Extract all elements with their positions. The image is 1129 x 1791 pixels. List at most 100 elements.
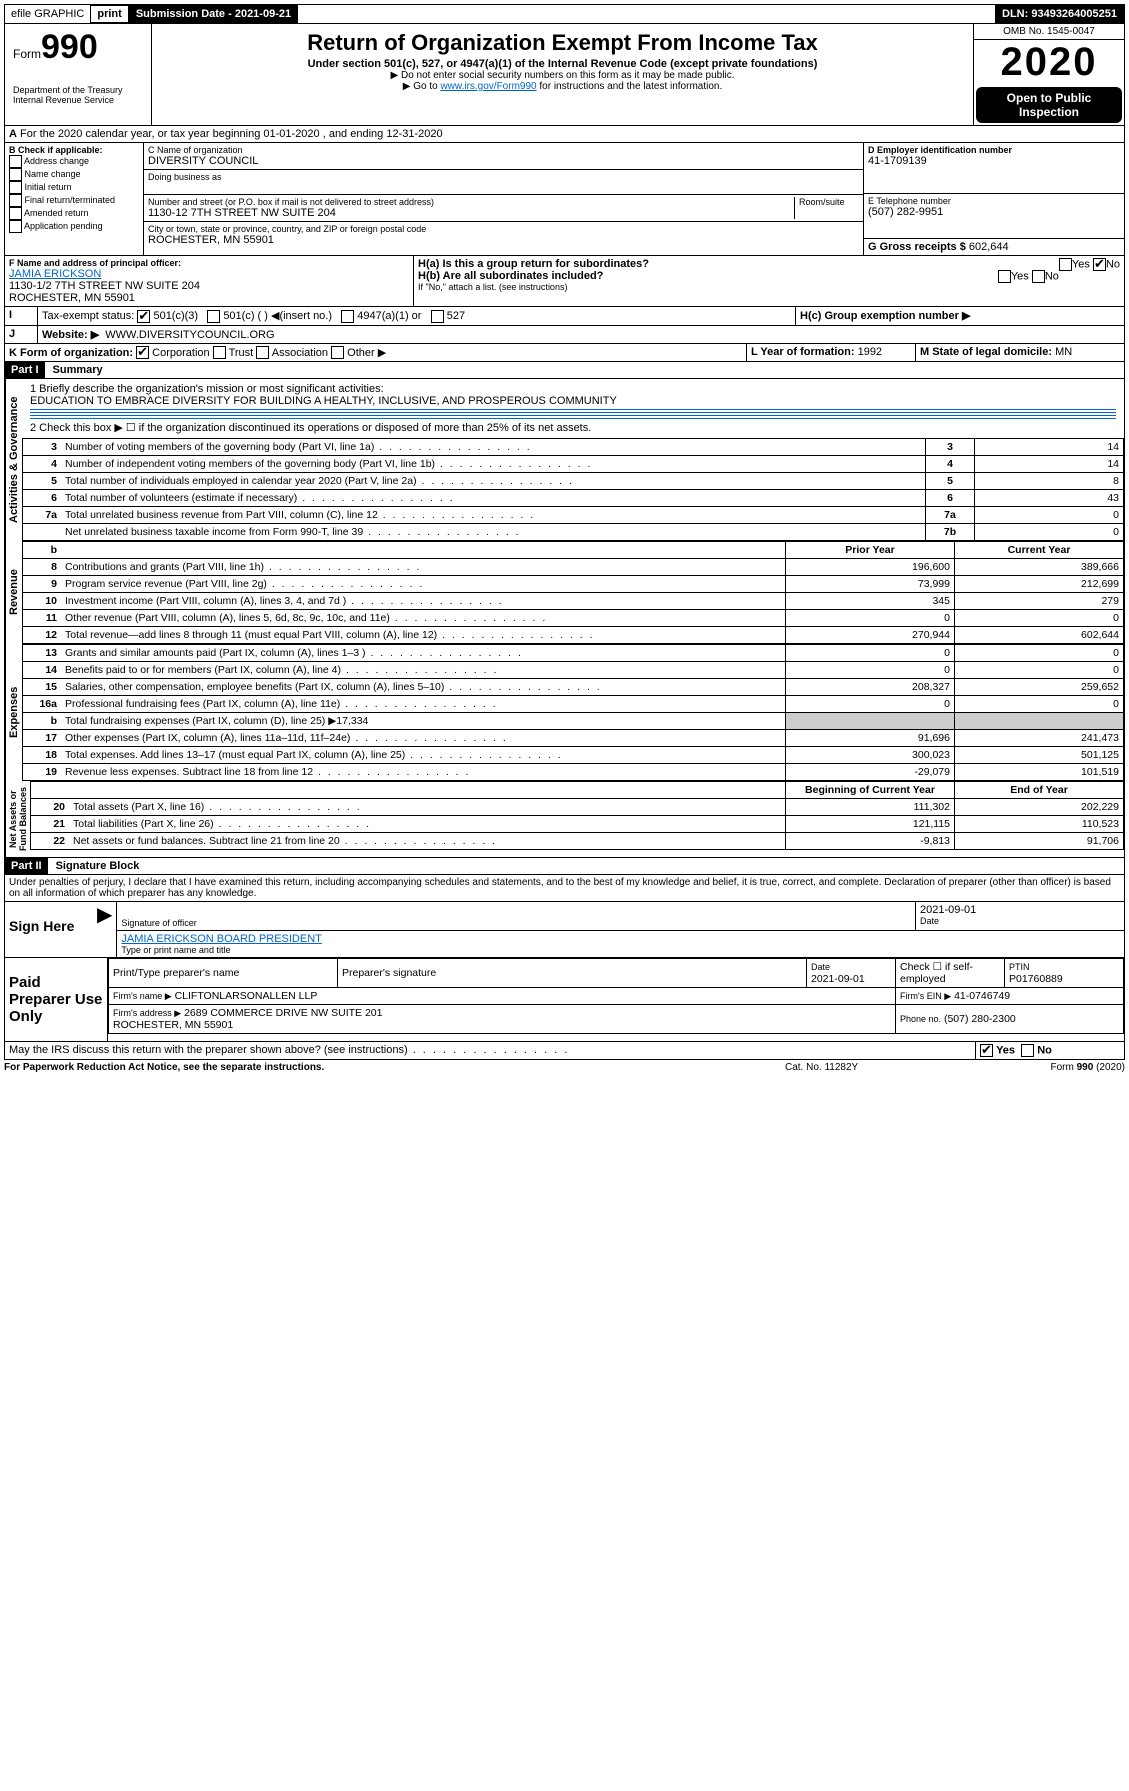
note-goto: ▶ Go to www.irs.gov/Form990 for instruct… bbox=[156, 81, 969, 92]
box-l-label: L Year of formation: bbox=[751, 346, 855, 358]
omb-number: OMB No. 1545-0047 bbox=[974, 24, 1124, 40]
chk-address-label: Address change bbox=[24, 156, 89, 166]
chk-name[interactable]: Name change bbox=[9, 168, 139, 181]
line-a-text: For the 2020 calendar year, or tax year … bbox=[20, 128, 443, 140]
chk-final-label: Final return/terminated bbox=[25, 195, 116, 205]
dba-label: Doing business as bbox=[148, 172, 859, 182]
chk-final[interactable]: Final return/terminated bbox=[9, 194, 139, 207]
discuss-yes: Yes bbox=[996, 1045, 1015, 1057]
irs-link[interactable]: www.irs.gov/Form990 bbox=[440, 81, 536, 92]
chk-pending[interactable]: Application pending bbox=[9, 220, 139, 233]
opt-501c: 501(c) ( ) ◀(insert no.) bbox=[223, 310, 332, 322]
entity-block: B Check if applicable: Address change Na… bbox=[4, 143, 1125, 256]
tax-year: 2020 bbox=[974, 40, 1124, 85]
hb-note: If "No," attach a list. (see instruction… bbox=[418, 282, 1120, 292]
chk-amended[interactable]: Amended return bbox=[9, 207, 139, 220]
box-f-label: F Name and address of principal officer: bbox=[9, 258, 181, 268]
city-label: City or town, state or province, country… bbox=[148, 224, 859, 234]
officer-print-name[interactable]: JAMIA ERICKSON BOARD PRESIDENT bbox=[121, 933, 1120, 945]
hb-yes: Yes bbox=[1011, 270, 1029, 282]
chk-address[interactable]: Address change bbox=[9, 155, 139, 168]
open-public: Open to Public Inspection bbox=[976, 87, 1122, 123]
arrow-icon: ▶ bbox=[93, 902, 116, 957]
form-subtitle: Under section 501(c), 527, or 4947(a)(1)… bbox=[156, 58, 969, 70]
vlabel-revenue: Revenue bbox=[5, 541, 22, 644]
print-button[interactable]: print bbox=[90, 5, 128, 23]
prep-sig-hdr: Preparer's signature bbox=[338, 959, 807, 988]
opt-corp: Corporation bbox=[152, 347, 209, 359]
chk-initial-label: Initial return bbox=[25, 182, 72, 192]
box-k: K Form of organization: Corporation Trus… bbox=[5, 344, 747, 362]
chk-501c3[interactable] bbox=[137, 310, 150, 323]
sign-here-label: Sign Here bbox=[5, 902, 93, 957]
opt-527: 527 bbox=[447, 310, 465, 322]
org-city: ROCHESTER, MN 55901 bbox=[148, 234, 859, 246]
ptin-hdr: PTIN bbox=[1009, 962, 1030, 972]
chk-name-label: Name change bbox=[25, 169, 81, 179]
part2-hdr: Part II bbox=[5, 858, 48, 874]
firm-name: CLIFTONLARSONALLEN LLP bbox=[175, 990, 318, 1002]
netassets-table: Beginning of Current YearEnd of Year20To… bbox=[30, 781, 1124, 850]
form-header: Form990 Department of the Treasury Inter… bbox=[4, 24, 1125, 126]
hb-label: H(b) Are all subordinates included? bbox=[418, 270, 603, 282]
q2-label: 2 Check this box ▶ ☐ if the organization… bbox=[30, 421, 1116, 434]
box-j-label: Website: ▶ bbox=[42, 329, 99, 341]
firm-addr-label: Firm's address ▶ bbox=[113, 1008, 181, 1018]
opt-trust: Trust bbox=[229, 347, 254, 359]
firm-phone: (507) 280-2300 bbox=[944, 1013, 1016, 1025]
addr-label: Number and street (or P.O. box if mail i… bbox=[148, 197, 794, 207]
box-g-label: G Gross receipts $ bbox=[868, 241, 966, 253]
tax-status-label: Tax-exempt status: bbox=[42, 310, 134, 322]
officer-name[interactable]: JAMIA ERICKSON bbox=[9, 268, 409, 280]
org-name: DIVERSITY COUNCIL bbox=[148, 155, 859, 167]
mission: EDUCATION TO EMBRACE DIVERSITY FOR BUILD… bbox=[30, 395, 1116, 407]
prep-date-hdr: Date bbox=[811, 962, 830, 972]
form-word: Form bbox=[13, 47, 41, 61]
ha-yes: Yes bbox=[1072, 258, 1090, 270]
ptin: P01760889 bbox=[1009, 973, 1063, 985]
org-address: 1130-12 7TH STREET NW SUITE 204 bbox=[148, 207, 794, 219]
note-ssn: ▶ Do not enter social security numbers o… bbox=[156, 70, 969, 81]
part1-title: Summary bbox=[45, 364, 103, 376]
ha-label: H(a) Is this a group return for subordin… bbox=[418, 258, 649, 270]
phone-label: Phone no. bbox=[900, 1014, 941, 1024]
part2-title: Signature Block bbox=[48, 860, 140, 872]
chk-pending-label: Application pending bbox=[24, 221, 103, 231]
opt-501c3: 501(c)(3) bbox=[153, 310, 198, 322]
footer-right: Form 990 (2020) bbox=[985, 1062, 1125, 1073]
website: WWW.DIVERSITYCOUNCIL.ORG bbox=[105, 329, 274, 341]
goto-post: for instructions and the latest informat… bbox=[537, 81, 723, 92]
opt-assoc: Association bbox=[272, 347, 328, 359]
top-bar: efile GRAPHIC print Submission Date - 20… bbox=[4, 4, 1125, 24]
expenses-table: 13Grants and similar amounts paid (Part … bbox=[22, 644, 1124, 781]
part1-hdr: Part I bbox=[5, 362, 45, 378]
box-k-label: K Form of organization: bbox=[9, 347, 133, 359]
box-d-label: D Employer identification number bbox=[868, 145, 1012, 155]
prep-name-hdr: Print/Type preparer's name bbox=[109, 959, 338, 988]
ein: 41-1709139 bbox=[868, 155, 1120, 167]
footer-left: For Paperwork Reduction Act Notice, see … bbox=[4, 1062, 324, 1073]
officer-addr: 1130-1/2 7TH STREET NW SUITE 204 ROCHEST… bbox=[9, 280, 409, 304]
paid-preparer-label: Paid Preparer Use Only bbox=[5, 958, 107, 1041]
ha-no: No bbox=[1106, 258, 1120, 270]
hb-no: No bbox=[1045, 270, 1059, 282]
prep-selfemp: Check ☐ if self-employed bbox=[896, 959, 1005, 988]
opt-other: Other ▶ bbox=[347, 347, 386, 359]
print-name-label: Type or print name and title bbox=[121, 945, 1120, 955]
vlabel-governance: Activities & Governance bbox=[5, 379, 22, 541]
box-c-label: C Name of organization bbox=[148, 145, 859, 155]
footer-mid: Cat. No. 11282Y bbox=[785, 1062, 985, 1073]
box-m-label: M State of legal domicile: bbox=[920, 346, 1052, 358]
goto-pre: ▶ Go to bbox=[403, 81, 441, 92]
revenue-table: bPrior YearCurrent Year8Contributions an… bbox=[22, 541, 1124, 644]
firm-ein: 41-0746749 bbox=[954, 990, 1010, 1002]
domicile: MN bbox=[1055, 346, 1072, 358]
discuss-label: May the IRS discuss this return with the… bbox=[9, 1044, 408, 1056]
sig-date: 2021-09-01 bbox=[920, 904, 1120, 916]
room-label: Room/suite bbox=[794, 197, 859, 219]
q1-label: 1 Briefly describe the organization's mi… bbox=[30, 383, 1116, 395]
vlabel-netassets: Net Assets orFund Balances bbox=[5, 781, 30, 857]
box-e-label: E Telephone number bbox=[868, 196, 1120, 206]
box-b-label: B Check if applicable: bbox=[9, 145, 103, 155]
chk-initial[interactable]: Initial return bbox=[9, 181, 139, 194]
